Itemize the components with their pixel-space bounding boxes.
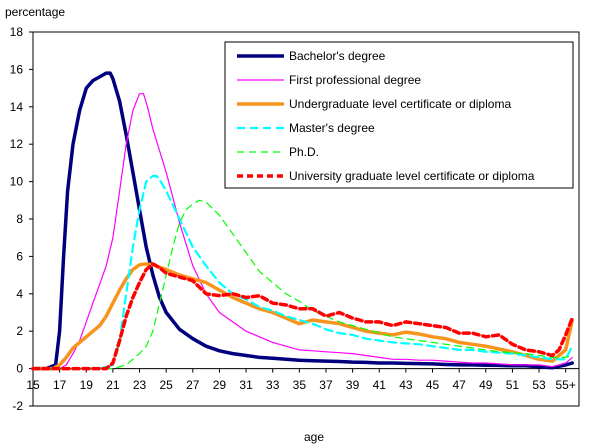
x-tick-label: 51 <box>506 378 520 392</box>
legend-label-master-s-degree: Master's degree <box>289 121 375 135</box>
legend-label-undergraduate-level-certificate-or-diploma: Undergraduate level certificate or diplo… <box>289 97 511 111</box>
y-tick-label: 12 <box>10 137 24 151</box>
x-tick-label: 15 <box>26 378 40 392</box>
y-axis-title: percentage <box>5 5 65 19</box>
y-tick-label: 0 <box>16 362 23 376</box>
x-tick-label: 19 <box>80 378 94 392</box>
x-tick-label: 31 <box>239 378 253 392</box>
x-tick-label: 37 <box>319 378 333 392</box>
x-tick-label: 29 <box>213 378 227 392</box>
y-tick-label: 18 <box>10 25 24 39</box>
x-tick-label: 27 <box>186 378 200 392</box>
x-tick-label: 21 <box>106 378 120 392</box>
y-tick-label: -2 <box>12 399 23 413</box>
series-line-university-graduate-level-certificate-or-diploma <box>31 262 575 371</box>
x-tick-label: 39 <box>346 378 360 392</box>
legend-label-university-graduate-level-certificate-or-diploma: University graduate level certificate or… <box>289 169 535 183</box>
x-tick-label: 45 <box>426 378 440 392</box>
legend-box <box>224 41 574 189</box>
x-tick-label: 33 <box>266 378 280 392</box>
series-lines <box>31 71 575 371</box>
x-axis: 15 17 19 21 23 25 27 29 31 33 35 37 39 41 43 45 47 49 51 53… <box>26 368 576 392</box>
x-tick-label: 41 <box>373 378 387 392</box>
series-line-undergraduate-level-certificate-or-diploma <box>31 262 575 371</box>
x-tick-label: 47 <box>452 378 466 392</box>
series-line-first-professional-degree <box>32 93 573 370</box>
x-tick-label: 23 <box>133 378 147 392</box>
x-tick-label: 25 <box>159 378 173 392</box>
x-tick-label: 43 <box>399 378 413 392</box>
y-tick-label: 8 <box>16 212 23 226</box>
x-tick-label: 35 <box>293 378 307 392</box>
y-tick-label: 4 <box>16 287 23 301</box>
series-line-bachelor-s-degree <box>31 71 575 371</box>
y-tick-label: 10 <box>10 175 24 189</box>
y-tick-label: 6 <box>16 249 23 263</box>
y-tick-label: 14 <box>10 100 24 114</box>
y-tick-label: 2 <box>16 324 23 338</box>
x-tick-label: 49 <box>479 378 493 392</box>
x-tick-label: 17 <box>53 378 67 392</box>
y-tick-label: 16 <box>10 62 24 76</box>
legend-label-first-professional-degree: First professional degree <box>289 73 421 87</box>
x-tick-label: 55+ <box>556 378 576 392</box>
legend: Bachelor's degree First professional degr… <box>224 41 574 189</box>
x-axis-title: age <box>304 430 324 444</box>
legend-label-ph-d: Ph.D. <box>289 145 319 159</box>
x-tick-label: 53 <box>532 378 546 392</box>
y-axis: -2 0 2 4 6 8 10 12 14 16 18 <box>10 25 33 413</box>
legend-label-bachelor-s-degree: Bachelor's degree <box>289 49 386 63</box>
series-line-master-s-degree <box>31 174 574 370</box>
